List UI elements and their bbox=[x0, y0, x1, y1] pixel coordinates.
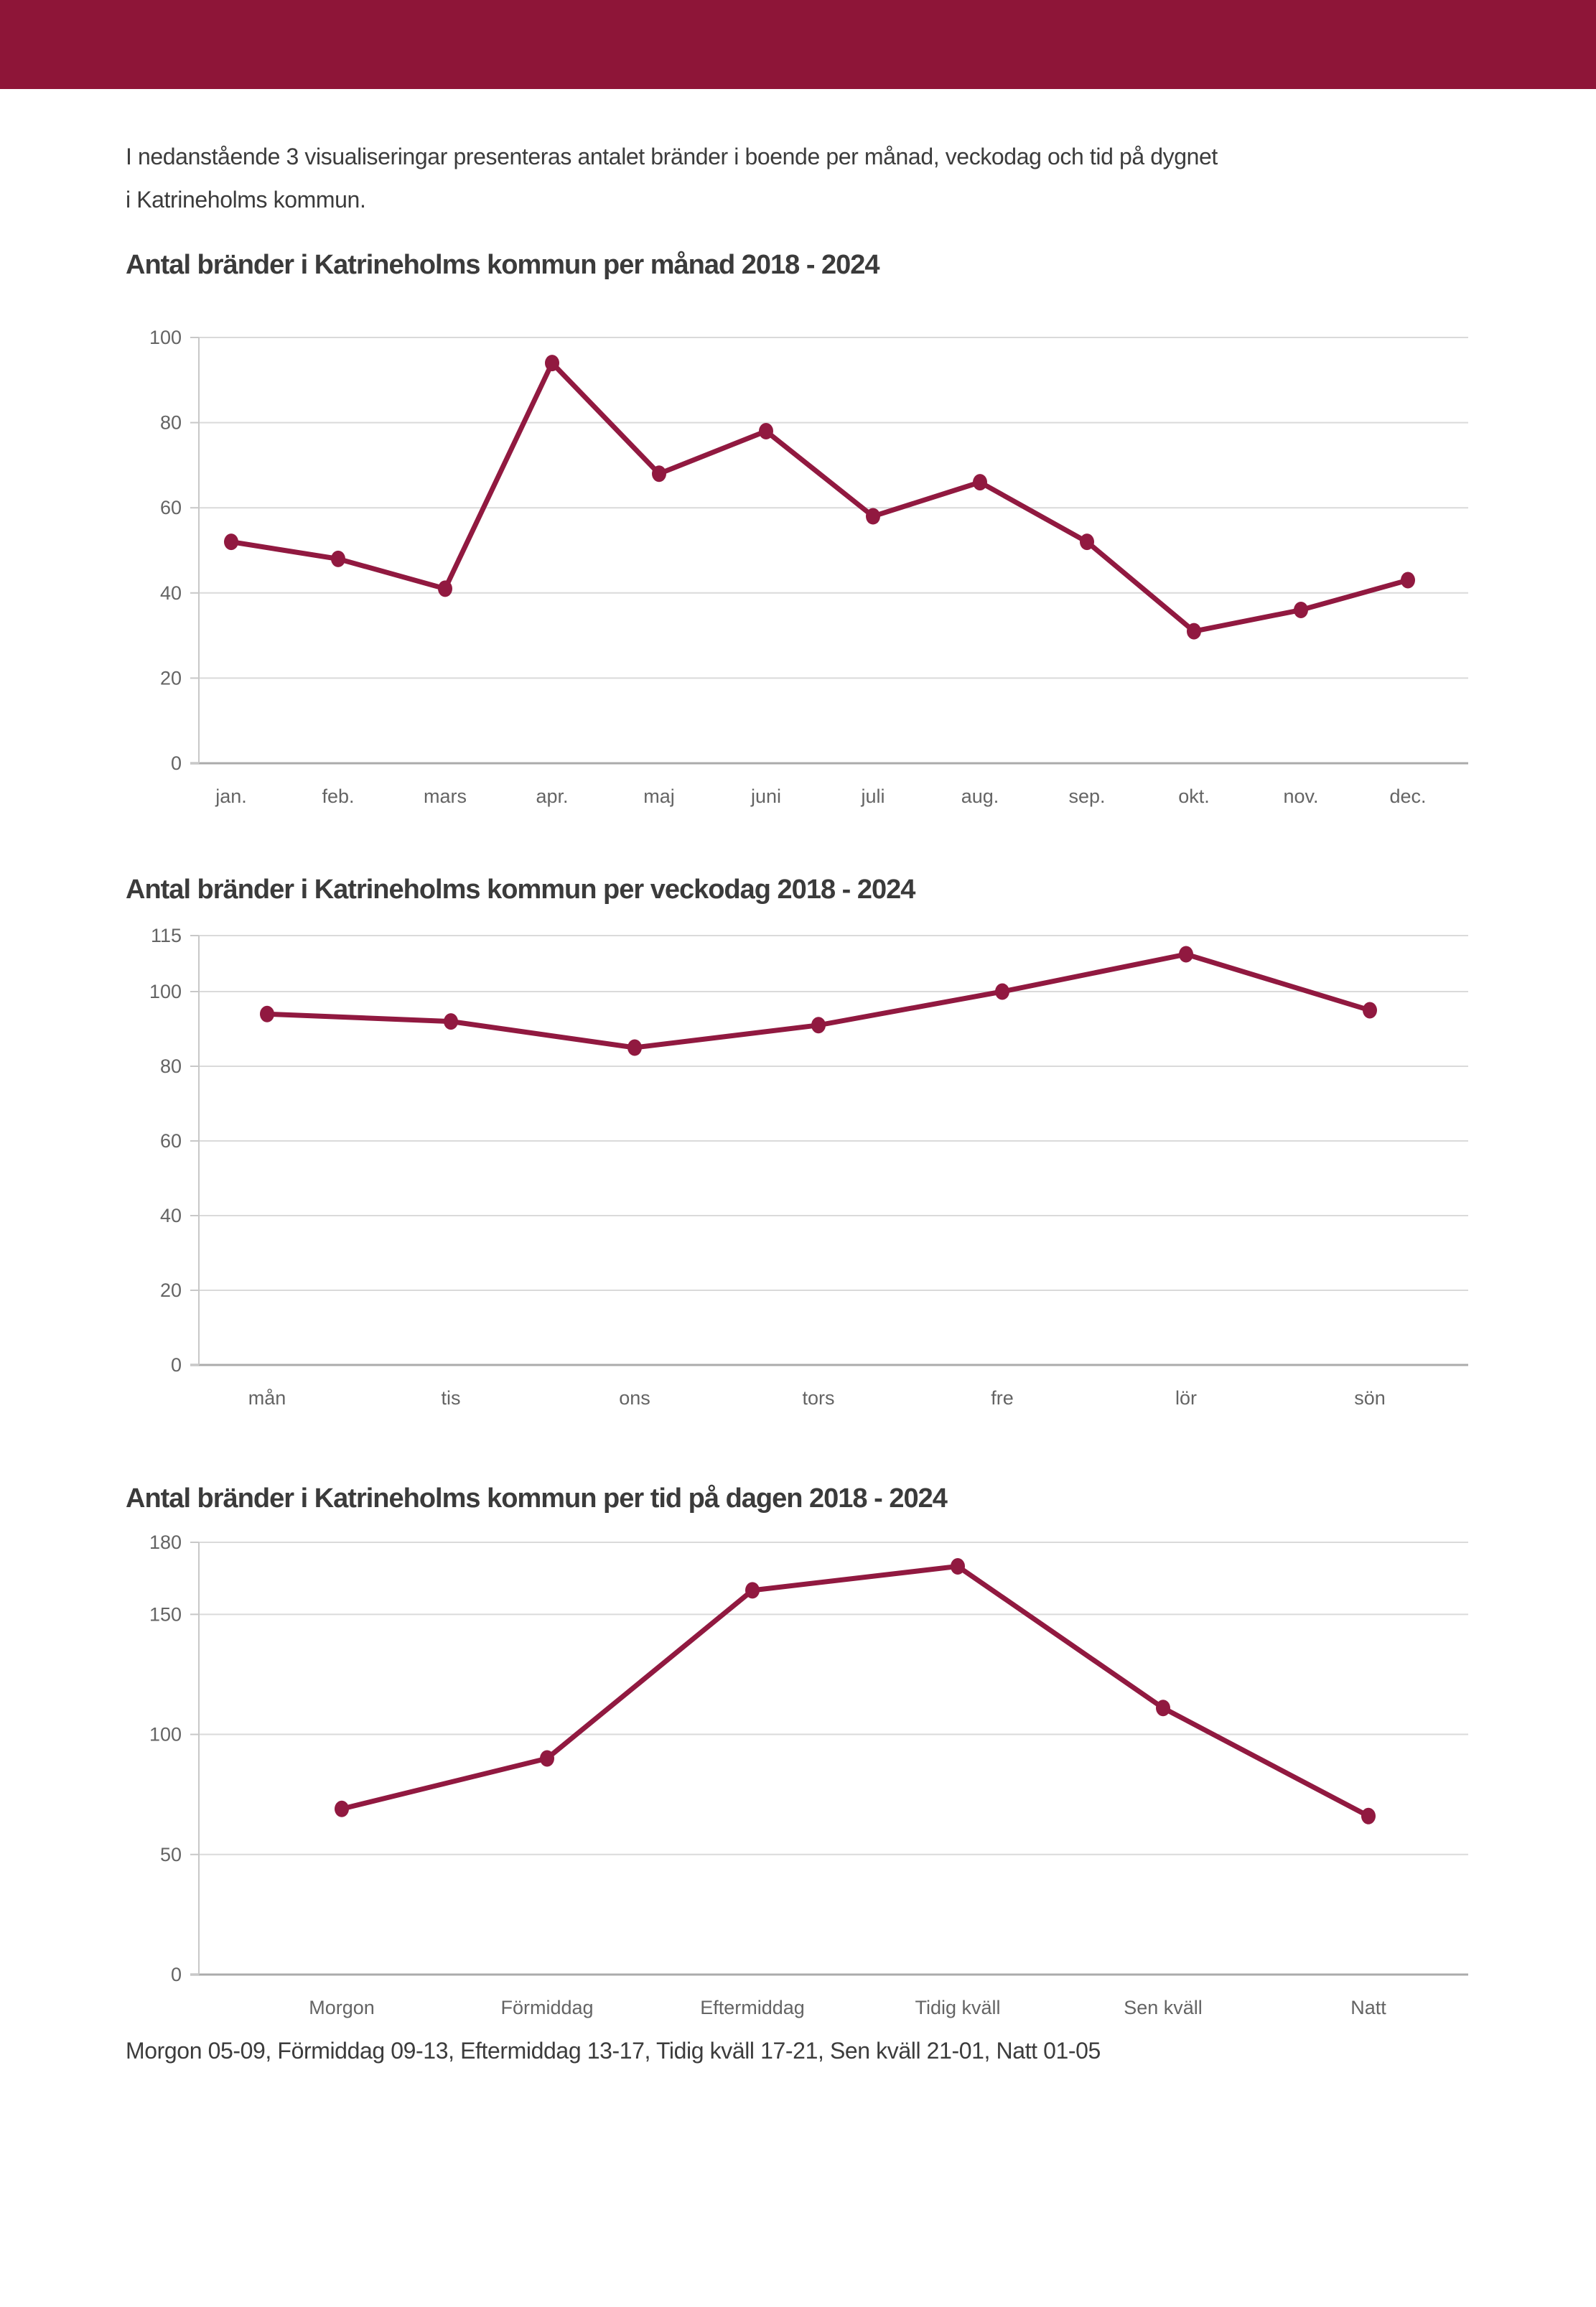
y-tick-label: 115 bbox=[151, 925, 182, 946]
y-tick-label: 0 bbox=[171, 752, 182, 774]
y-tick-label: 20 bbox=[160, 1280, 182, 1301]
x-axis-labels: jan. feb. mars apr. maj juni juli aug. sep. okt. n… bbox=[215, 786, 1426, 807]
series-line bbox=[339, 1563, 1371, 1819]
data-point bbox=[438, 580, 452, 597]
data-point bbox=[1080, 533, 1094, 551]
data-point bbox=[1363, 1002, 1377, 1019]
data-point bbox=[1187, 623, 1201, 640]
x-tick-label: aug. bbox=[961, 786, 999, 807]
y-tick-label: 80 bbox=[160, 1055, 182, 1077]
data-point bbox=[652, 465, 666, 483]
data-point bbox=[973, 474, 987, 491]
gridlines bbox=[190, 935, 1468, 1366]
x-tick-label: apr. bbox=[536, 786, 568, 807]
x-tick-label: nov. bbox=[1283, 786, 1318, 807]
x-tick-label: okt. bbox=[1178, 786, 1210, 807]
data-point bbox=[1361, 1807, 1376, 1824]
data-point bbox=[540, 1750, 554, 1767]
data-point bbox=[224, 533, 238, 551]
y-tick-label: 40 bbox=[160, 1205, 182, 1226]
x-tick-label: lör bbox=[1175, 1387, 1197, 1409]
series-line bbox=[228, 360, 1411, 634]
y-tick-label: 80 bbox=[160, 412, 182, 434]
x-tick-label: Tidig kväll bbox=[915, 1997, 1000, 2018]
data-point bbox=[811, 1017, 826, 1034]
gridlines bbox=[190, 337, 1468, 765]
x-tick-label: feb. bbox=[322, 786, 354, 807]
y-tick-label: 100 bbox=[149, 327, 182, 348]
series-line bbox=[264, 951, 1373, 1050]
x-tick-label: Morgon bbox=[309, 1997, 375, 2018]
chart-title-per-veckodag: Antal bränder i Katrineholms kommun per … bbox=[126, 875, 915, 905]
data-points bbox=[335, 1557, 1376, 1824]
data-point bbox=[545, 355, 559, 372]
y-tick-label: 20 bbox=[160, 667, 182, 689]
x-tick-label: ons bbox=[619, 1387, 650, 1409]
x-tick-label: Eftermiddag bbox=[700, 1997, 805, 2018]
data-point bbox=[260, 1005, 274, 1022]
data-points bbox=[224, 355, 1415, 640]
data-point bbox=[444, 1013, 458, 1030]
x-tick-label: tors bbox=[802, 1387, 834, 1409]
x-tick-label: juni bbox=[750, 786, 781, 807]
x-tick-label: jan. bbox=[215, 786, 247, 807]
x-tick-label: fre bbox=[991, 1387, 1014, 1409]
data-point bbox=[335, 1800, 349, 1817]
data-point bbox=[1401, 572, 1415, 589]
y-tick-label: 40 bbox=[160, 582, 182, 604]
x-tick-label: sön bbox=[1354, 1387, 1386, 1409]
y-axis-ticks: 0 20 40 60 80 100 bbox=[149, 327, 182, 774]
header-bar bbox=[0, 0, 1596, 89]
time-interval-legend: Morgon 05-09, Förmiddag 09-13, Eftermidd… bbox=[126, 2038, 1101, 2064]
x-axis-labels: mån tis ons tors fre lör sön bbox=[248, 1387, 1386, 1409]
data-point bbox=[745, 1582, 760, 1599]
y-tick-label: 60 bbox=[160, 497, 182, 518]
y-tick-label: 100 bbox=[149, 1724, 182, 1746]
x-tick-label: sep. bbox=[1068, 786, 1105, 807]
chart-title-per-manad: Antal bränder i Katrineholms kommun per … bbox=[126, 250, 880, 280]
x-tick-label: dec. bbox=[1389, 786, 1426, 807]
y-tick-label: 180 bbox=[149, 1532, 182, 1553]
intro-line-2: i Katrineholms kommun. bbox=[126, 187, 366, 213]
x-tick-label: tis bbox=[442, 1387, 461, 1409]
data-point bbox=[1179, 946, 1193, 963]
data-point bbox=[627, 1039, 642, 1056]
data-point bbox=[866, 508, 880, 525]
x-tick-label: mån bbox=[248, 1387, 286, 1409]
x-tick-label: Sen kväll bbox=[1124, 1997, 1203, 2018]
data-points bbox=[260, 946, 1377, 1056]
intro-line-1: I nedanstående 3 visualiseringar present… bbox=[126, 144, 1218, 169]
y-tick-label: 50 bbox=[160, 1844, 182, 1865]
gridlines bbox=[190, 1542, 1468, 1976]
data-point bbox=[951, 1557, 965, 1575]
y-tick-label: 0 bbox=[171, 1964, 182, 1985]
x-tick-label: Natt bbox=[1350, 1997, 1386, 2018]
x-tick-label: Förmiddag bbox=[500, 1997, 593, 2018]
line-chart-per-tid-pa-dagen: 0 50 100 150 180 Morgon Förmiddag Eftermiddag Ti… bbox=[149, 1532, 1468, 2018]
chart-title-per-tid-pa-dagen: Antal bränder i Katrineholms kommun per … bbox=[126, 1483, 948, 1514]
intro-text: I nedanstående 3 visualiseringar present… bbox=[126, 135, 1475, 221]
x-tick-label: juli bbox=[860, 786, 885, 807]
y-tick-label: 60 bbox=[160, 1130, 182, 1152]
y-axis-ticks: 0 20 40 60 80 100 115 bbox=[149, 925, 182, 1376]
x-tick-label: mars bbox=[424, 786, 467, 807]
line-chart-per-veckodag: 0 20 40 60 80 100 115 mån tis ons tors fre lör sön bbox=[149, 925, 1468, 1409]
y-tick-label: 150 bbox=[149, 1603, 182, 1625]
data-point bbox=[759, 422, 773, 439]
line-chart-per-manad: 0 20 40 60 80 100 jan. feb. mars apr. maj juni juli a… bbox=[149, 327, 1468, 807]
y-axis-ticks: 0 50 100 150 180 bbox=[149, 1532, 182, 1985]
data-point bbox=[1294, 602, 1308, 619]
y-tick-label: 0 bbox=[171, 1354, 182, 1376]
data-point bbox=[331, 550, 345, 567]
y-tick-label: 100 bbox=[149, 981, 182, 1002]
data-point bbox=[995, 983, 1009, 1000]
x-axis-labels: Morgon Förmiddag Eftermiddag Tidig kväll Sen… bbox=[309, 1997, 1386, 2018]
x-tick-label: maj bbox=[643, 786, 675, 807]
data-point bbox=[1156, 1700, 1170, 1717]
